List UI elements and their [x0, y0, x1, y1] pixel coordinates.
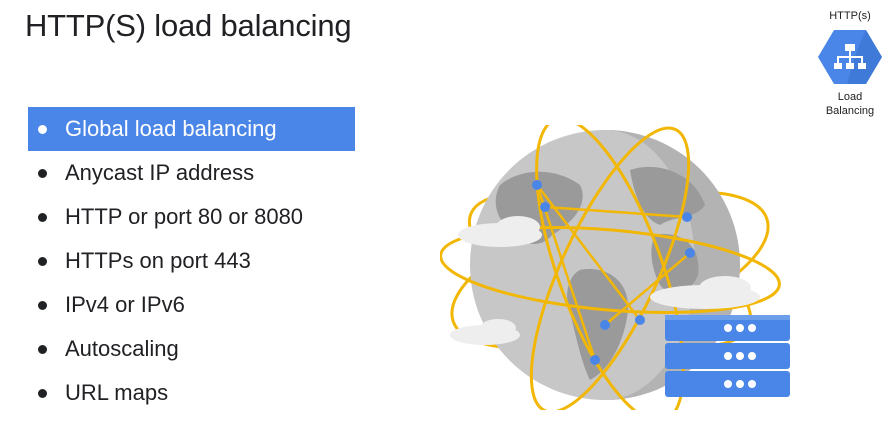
product-badge-name-line1: Load	[837, 91, 863, 103]
bullet-text: HTTP or port 80 or 8080	[65, 204, 304, 229]
bullet-item: Anycast IP address	[28, 151, 355, 195]
product-badge-top-label: HTTP(s)	[829, 10, 871, 22]
bullet-item: HTTP or port 80 or 8080	[28, 195, 355, 239]
load-balancing-hexagon-icon	[818, 30, 882, 84]
bullet-item: URL maps	[28, 371, 355, 415]
bullet-dot	[38, 300, 47, 310]
bullet-text: HTTPs on port 443	[65, 248, 251, 273]
product-badge: HTTP(s) Load Balancing	[810, 10, 890, 118]
page-title: HTTP(S) load balancing	[25, 8, 352, 43]
bullet-item: Autoscaling	[28, 327, 355, 371]
bullet-dot	[38, 212, 47, 222]
bullet-text: Anycast IP address	[65, 160, 255, 185]
bullet-item: HTTPs on port 443	[28, 239, 355, 283]
bullet-dot	[38, 388, 47, 398]
bullet-text: IPv4 or IPv6	[65, 292, 185, 317]
bullet-item: Global load balancing	[28, 107, 355, 151]
product-badge-name-line2: Balancing	[825, 105, 875, 117]
bullet-list: Global load balancing Anycast IP address…	[28, 107, 355, 415]
bullet-text: Autoscaling	[65, 336, 179, 361]
globe-illustration	[440, 125, 790, 410]
bullet-text: Global load balancing	[65, 116, 277, 141]
bullet-dot	[38, 344, 47, 354]
bullet-text: URL maps	[65, 380, 169, 405]
bullet-item: IPv4 or IPv6	[28, 283, 355, 327]
bullet-dot	[38, 124, 47, 134]
server-stack-icon	[665, 315, 790, 397]
bullet-dot	[38, 168, 47, 178]
bullet-dot	[38, 256, 47, 266]
